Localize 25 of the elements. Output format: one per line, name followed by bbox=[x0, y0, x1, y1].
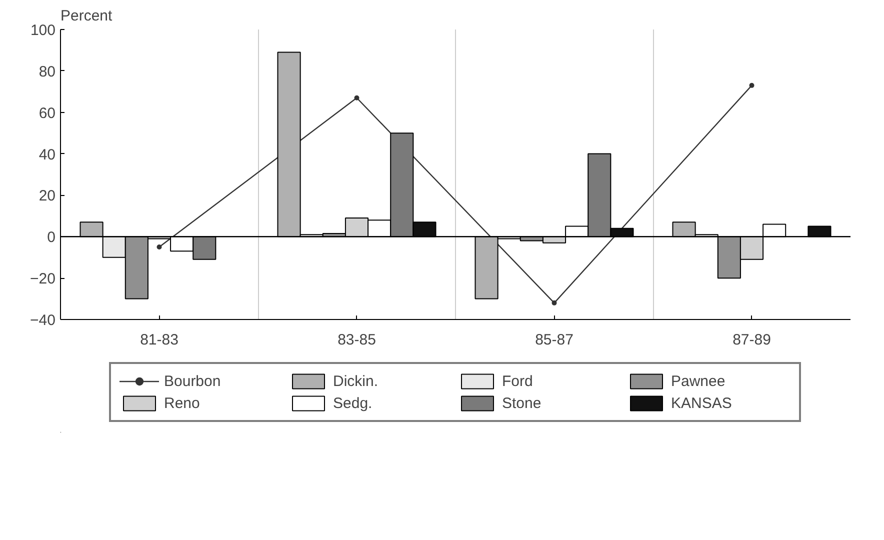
legend-label: KANSAS bbox=[671, 394, 733, 412]
y-tick-label: 40 bbox=[38, 146, 56, 164]
legend-label: Sedg. bbox=[333, 394, 374, 412]
y-tick-label: 20 bbox=[38, 188, 56, 205]
x-tick-label: 87-89 bbox=[732, 332, 771, 348]
point bbox=[749, 82, 754, 88]
y-tick-label: 0 bbox=[47, 229, 56, 246]
legend-label: Pawnee bbox=[671, 372, 726, 390]
y-axis-title: Percent bbox=[60, 8, 114, 24]
y-tick-label: −20 bbox=[30, 270, 56, 288]
y-tick-label: −40 bbox=[30, 312, 56, 329]
x-tick-label: 85-87 bbox=[535, 332, 574, 348]
point bbox=[354, 95, 360, 100]
y-tick-label: 100 bbox=[30, 22, 56, 39]
x-tick-label: 81-83 bbox=[140, 332, 178, 348]
y-tick-label: 60 bbox=[38, 104, 56, 122]
point bbox=[156, 244, 162, 250]
legend-label: Stone bbox=[502, 394, 542, 412]
y-tick-label: 80 bbox=[38, 63, 56, 80]
legend-label: Reno bbox=[164, 394, 201, 412]
x-tick-label: 83-85 bbox=[338, 332, 376, 348]
legend-label: Bourbon bbox=[164, 372, 222, 390]
legend-label: Dickin. bbox=[333, 372, 380, 390]
point bbox=[552, 300, 557, 306]
legend-label: Ford bbox=[502, 372, 534, 390]
